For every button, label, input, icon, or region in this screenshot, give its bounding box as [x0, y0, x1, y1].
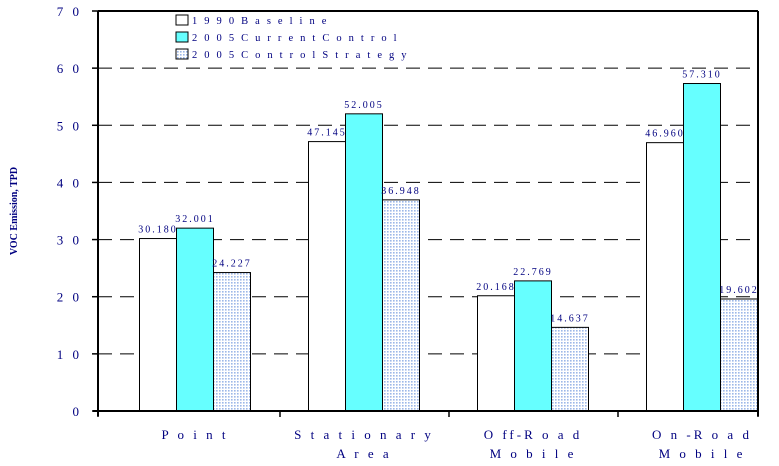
data-label: 20.168 [476, 282, 516, 293]
bar [477, 295, 515, 412]
y-tick-label: 5 0 [57, 118, 82, 133]
category-label: A r e a [336, 446, 391, 461]
bar [345, 113, 383, 412]
data-label: 24.227 [212, 259, 252, 270]
y-axis-title: VOC Emission, TPD [9, 167, 20, 255]
data-label: 47.145 [307, 128, 347, 139]
y-tick-label: 7 0 [57, 4, 82, 19]
category-label: P o i n t [162, 427, 229, 442]
legend-swatch [175, 14, 189, 26]
data-label: 46.960 [645, 129, 685, 140]
bar [514, 280, 552, 412]
data-label: 19.602 [719, 285, 759, 296]
bar [308, 141, 346, 412]
y-tick-label: 0 [73, 404, 83, 419]
legend-label: 1 9 9 0 B a s e l i n e [192, 16, 329, 27]
legend: 1 9 9 0 B a s e l i n e 2 0 0 5 C u r r e… [175, 14, 409, 61]
data-label: 57.310 [682, 70, 722, 81]
legend-label: 2 0 0 5 C o n t r o l S t r a t e g y [192, 50, 409, 61]
bar [382, 199, 420, 412]
bar [551, 326, 589, 412]
category-label: M o b i l e [490, 446, 577, 461]
bar [646, 142, 684, 412]
data-label: 22.769 [513, 267, 553, 278]
category-label: M o b i l e [659, 446, 746, 461]
bar [139, 238, 177, 412]
y-tick-label: 4 0 [57, 175, 82, 190]
legend-swatch [175, 31, 189, 43]
y-tick-label: 3 0 [57, 233, 82, 248]
category-label: O n -R o a d [652, 427, 752, 442]
bar [720, 298, 758, 412]
data-label: 32.001 [175, 214, 215, 225]
data-label: 36.948 [381, 186, 421, 197]
category-label: O ff-R o a d [484, 427, 583, 442]
y-tick-label: 2 0 [57, 290, 82, 305]
legend-swatch [175, 48, 189, 60]
bar [213, 272, 251, 412]
legend-label: 2 0 0 5 C u r r e n t C o n t r o l [192, 33, 399, 44]
category-label: S t a t i o n a r y [294, 427, 434, 442]
data-label: 30.180 [138, 225, 178, 236]
bars [139, 83, 758, 412]
data-label: 14.637 [550, 313, 590, 324]
y-tick-label: 1 0 [57, 347, 82, 362]
y-tick-label: 6 0 [57, 61, 82, 76]
data-label: 52.005 [344, 100, 384, 111]
axes [92, 10, 759, 417]
bar [176, 227, 214, 412]
bar [683, 83, 721, 412]
